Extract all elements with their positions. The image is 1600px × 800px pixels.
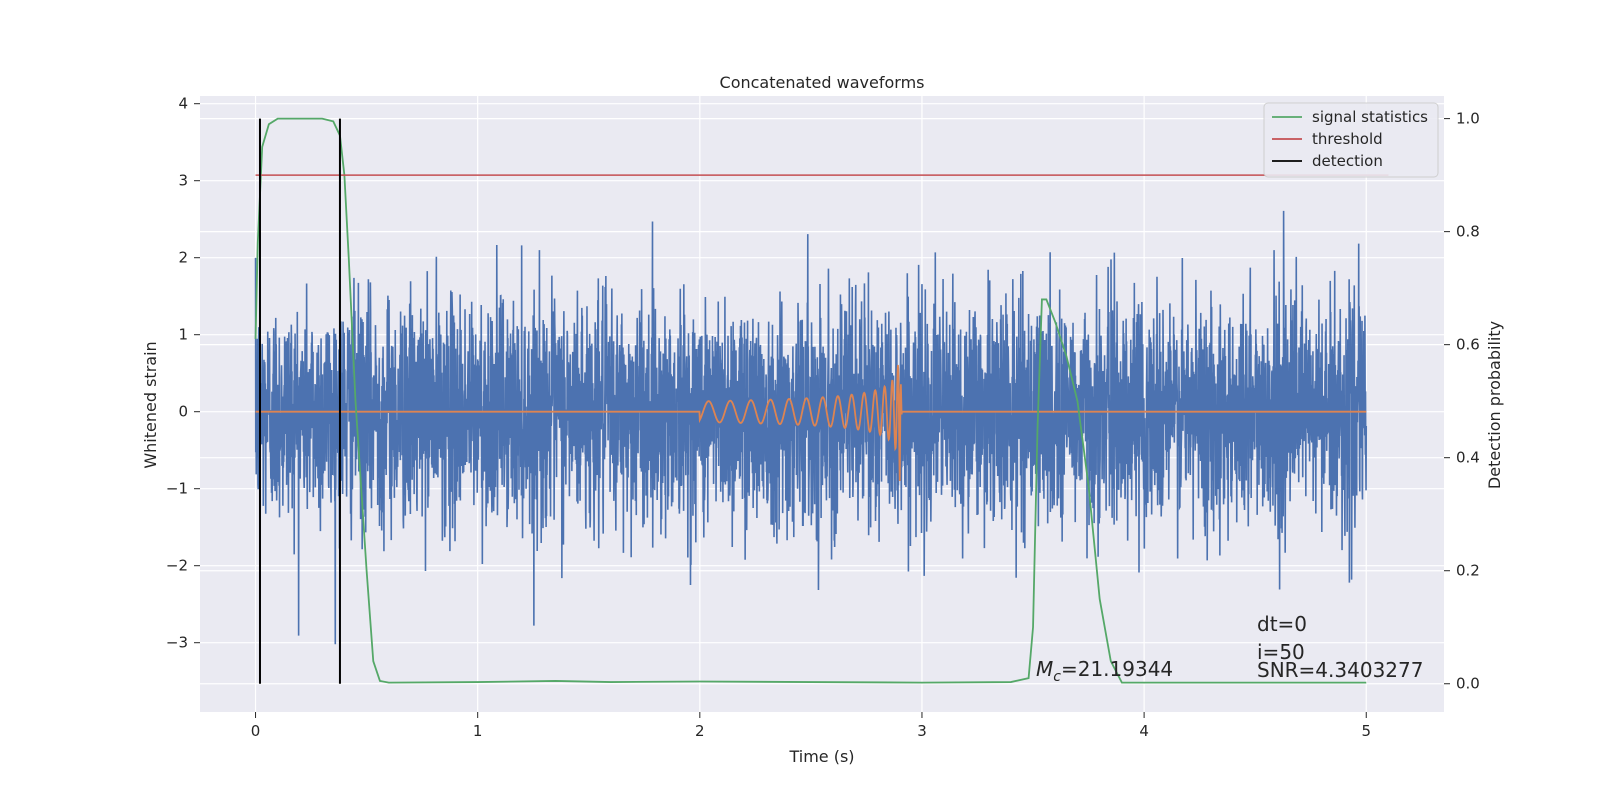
- y-tick-label-0: 4: [178, 95, 188, 113]
- x-axis-label: Time (s): [788, 747, 854, 766]
- y-axis-label: Whitened strain: [141, 341, 160, 468]
- y-tick-label-4: 0: [178, 403, 188, 421]
- detection-lines: [258, 118, 341, 684]
- y-tick-label-2: 2: [178, 249, 188, 267]
- chart-title: Concatenated waveforms: [720, 73, 925, 92]
- y2-tick-label-1: 0.8: [1456, 223, 1480, 241]
- annotation-dt: dt=0: [1257, 612, 1307, 636]
- y2-axis-ticks: 1.0 0.8 0.6 0.4 0.2 0.0: [1444, 110, 1480, 693]
- grid-lines: [200, 96, 1444, 712]
- y-tick-label-6: −2: [166, 557, 188, 575]
- y2-axis-label: Detection probability: [1485, 321, 1504, 489]
- y2-tick-label-4: 0.2: [1456, 562, 1480, 580]
- annotation-snr: SNR=4.3403277: [1257, 658, 1423, 682]
- annotation-i: i=50: [1257, 640, 1305, 664]
- legend: signal statistics threshold detection: [1263, 102, 1439, 178]
- y2-tick-label-2: 0.6: [1456, 336, 1480, 354]
- x-axis-ticks: 0 1 2 3 4 5: [251, 712, 1371, 740]
- legend-box: [1263, 102, 1439, 178]
- legend-label-threshold: threshold: [1312, 130, 1383, 148]
- x-tick-label-5: 5: [1361, 722, 1371, 740]
- y-tick-label-1: 3: [178, 172, 188, 190]
- y-tick-label-7: −3: [166, 634, 188, 652]
- y-tick-label-5: −1: [166, 480, 188, 498]
- legend-label-signal-statistics: signal statistics: [1312, 108, 1428, 126]
- signal-statistics-series: [254, 117, 1367, 684]
- x-tick-label-1: 1: [473, 722, 483, 740]
- x-tick-label-3: 3: [917, 722, 927, 740]
- x-tick-label-0: 0: [251, 722, 261, 740]
- y2-tick-label-5: 0.0: [1456, 675, 1480, 693]
- x-tick-label-2: 2: [695, 722, 705, 740]
- legend-label-detection: detection: [1312, 152, 1383, 170]
- noise-series: [254, 210, 1368, 645]
- y-tick-label-3: 1: [178, 326, 188, 344]
- annotation-mc: Mc=21.19344: [1036, 657, 1173, 685]
- injected-signal-series: [255, 364, 1367, 482]
- y-axis-ticks: 4 3 2 1 0 −1 −2 −3: [166, 95, 200, 652]
- y2-tick-label-3: 0.4: [1456, 449, 1480, 467]
- x-tick-label-4: 4: [1139, 722, 1149, 740]
- y2-tick-label-0: 1.0: [1456, 110, 1480, 128]
